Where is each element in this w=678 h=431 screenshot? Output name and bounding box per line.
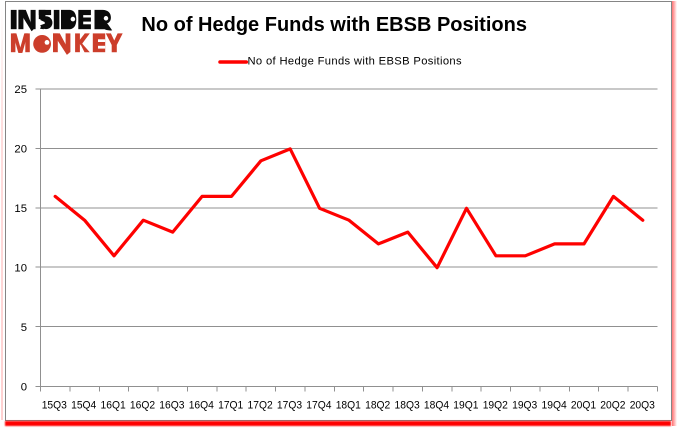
svg-text:10: 10: [14, 262, 27, 274]
svg-text:20: 20: [14, 144, 27, 156]
svg-text:15Q4: 15Q4: [71, 399, 96, 411]
svg-text:No of Hedge Funds with EBSB Po: No of Hedge Funds with EBSB Positions: [248, 56, 462, 68]
svg-text:18Q3: 18Q3: [395, 399, 420, 411]
svg-text:17Q4: 17Q4: [306, 399, 331, 411]
svg-text:25: 25: [14, 84, 27, 96]
svg-text:18Q2: 18Q2: [365, 399, 390, 411]
svg-text:16Q1: 16Q1: [101, 399, 126, 411]
svg-text:17Q1: 17Q1: [218, 399, 243, 411]
svg-text:5: 5: [21, 322, 27, 334]
svg-text:No of Hedge Funds with EBSB Po: No of Hedge Funds with EBSB Positions: [141, 14, 527, 36]
svg-text:19Q4: 19Q4: [542, 399, 567, 411]
svg-text:15Q3: 15Q3: [42, 399, 67, 411]
svg-text:20Q3: 20Q3: [630, 399, 655, 411]
svg-text:19Q1: 19Q1: [453, 399, 478, 411]
svg-text:20Q1: 20Q1: [571, 399, 596, 411]
svg-text:18Q4: 18Q4: [424, 399, 449, 411]
svg-text:18Q1: 18Q1: [336, 399, 361, 411]
svg-text:20Q2: 20Q2: [600, 399, 625, 411]
svg-text:17Q2: 17Q2: [248, 399, 273, 411]
svg-text:19Q2: 19Q2: [483, 399, 508, 411]
svg-text:19Q3: 19Q3: [512, 399, 537, 411]
svg-text:16Q2: 16Q2: [130, 399, 155, 411]
svg-text:0: 0: [21, 382, 27, 394]
svg-text:16Q4: 16Q4: [189, 399, 214, 411]
svg-text:15: 15: [14, 203, 27, 215]
svg-text:17Q3: 17Q3: [277, 399, 302, 411]
svg-text:16Q3: 16Q3: [159, 399, 184, 411]
